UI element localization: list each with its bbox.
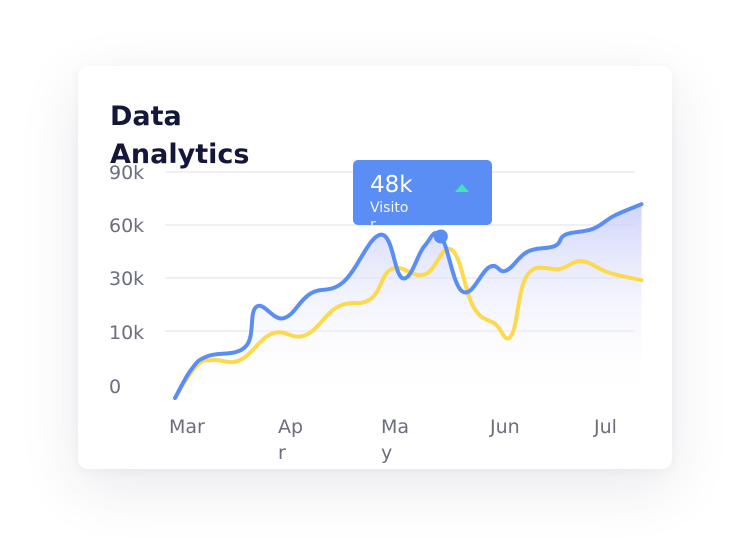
x-tick-label: Jun xyxy=(490,416,520,438)
highlight-point[interactable] xyxy=(433,229,448,244)
x-tick-label: Apr xyxy=(278,416,304,464)
x-tick-label: Mar xyxy=(169,416,205,438)
trend-up-icon xyxy=(455,184,469,192)
series-area-visitor xyxy=(175,204,642,398)
y-tick-label: 0 xyxy=(109,376,122,398)
chart-tooltip: 48k Visitor xyxy=(353,160,492,225)
tooltip-value: 48k xyxy=(370,172,413,198)
y-tick-label: 30k xyxy=(109,268,145,290)
y-tick-label: 90k xyxy=(109,162,145,184)
x-tick-label: Jul xyxy=(594,416,617,438)
chart-title-line-1: Data xyxy=(110,101,182,132)
chart-title: Data Analytics xyxy=(110,98,260,174)
y-tick-label: 10k xyxy=(109,322,145,344)
chart-title-line-2: Analytics xyxy=(110,139,250,170)
series-line-visitor xyxy=(173,202,644,400)
x-tick-label: May xyxy=(381,416,410,464)
series-line-series-2 xyxy=(173,246,644,400)
tooltip-label: Visitor xyxy=(370,200,409,225)
y-tick-label: 60k xyxy=(109,215,145,237)
